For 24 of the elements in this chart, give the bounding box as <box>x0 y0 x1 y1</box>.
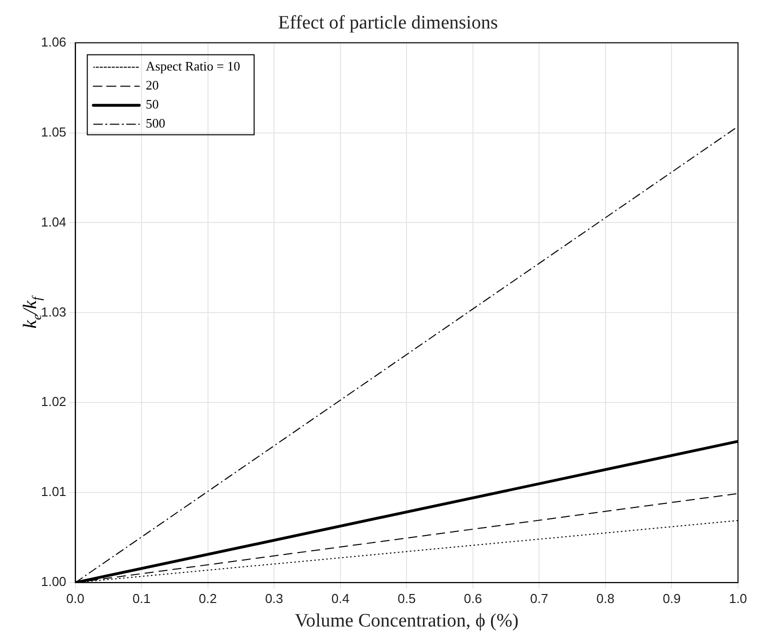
y-tick-label: 1.06 <box>40 34 66 50</box>
x-tick-label: 0.3 <box>265 590 284 606</box>
x-tick-label: 0.4 <box>331 590 350 606</box>
x-axis-title: Volume Concentration, ϕ (%) <box>294 610 519 632</box>
x-tick-label: 0.1 <box>132 590 151 606</box>
legend-label: 500 <box>146 116 166 131</box>
y-tick-label: 1.01 <box>40 484 66 500</box>
x-tick-label: 0.2 <box>198 590 217 606</box>
x-tick-label: 0.7 <box>530 590 548 606</box>
legend-label: 20 <box>146 78 159 93</box>
chart-title: Effect of particle dimensions <box>278 12 498 34</box>
y-tick-label: 1.03 <box>40 304 66 320</box>
legend-label: Aspect Ratio = 10 <box>146 58 240 74</box>
x-tick-label: 0.8 <box>596 590 614 606</box>
y-tick-label: 1.02 <box>40 394 66 410</box>
y-tick-label: 1.05 <box>40 124 66 140</box>
y-tick-label: 1.04 <box>40 214 66 230</box>
y-tick-label: 1.00 <box>40 574 66 590</box>
x-tick-label: 0.5 <box>398 590 416 606</box>
x-tick-label: 0.6 <box>464 590 482 606</box>
x-tick-label: 1.0 <box>728 590 748 606</box>
x-tick-label: 0.0 <box>66 590 84 606</box>
legend-label: 50 <box>146 96 159 112</box>
x-tick-label: 0.9 <box>662 590 681 606</box>
